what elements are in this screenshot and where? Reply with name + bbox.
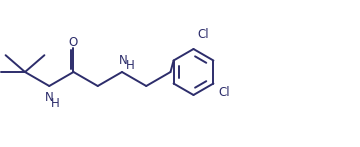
Text: N: N — [119, 54, 128, 66]
Text: O: O — [69, 36, 78, 49]
Text: Cl: Cl — [198, 28, 209, 41]
Text: H: H — [51, 97, 60, 110]
Text: Cl: Cl — [219, 86, 230, 100]
Text: H: H — [126, 59, 135, 72]
Text: N: N — [45, 91, 54, 104]
